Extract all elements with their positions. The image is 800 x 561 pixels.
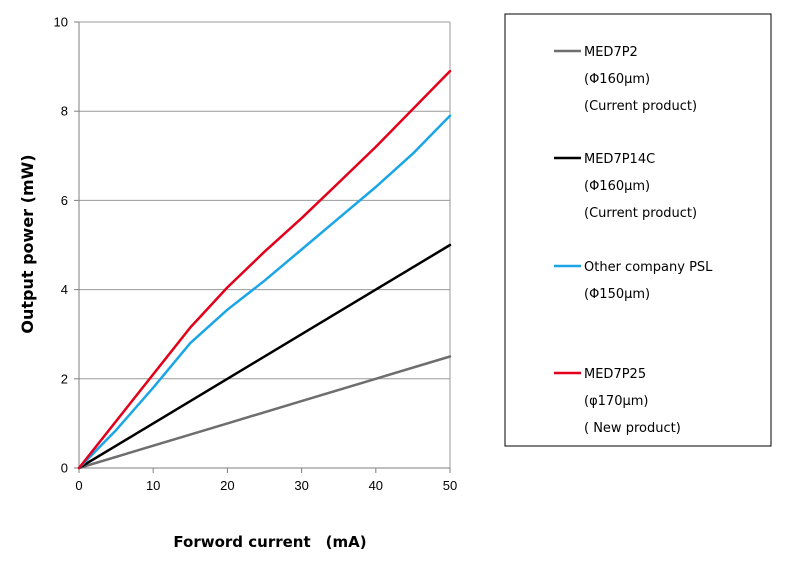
legend-label: (Φ150μm) <box>584 287 650 302</box>
y-tick-label: 10 <box>54 15 68 30</box>
series-line-med7p14c <box>77 243 452 470</box>
legend-label: MED7P2 <box>584 45 638 60</box>
gridlines <box>79 21 451 468</box>
y-tick-label: 0 <box>61 461 68 476</box>
y-tick-label: 8 <box>61 104 68 119</box>
y-axis-title: Output power (mW) <box>18 154 37 333</box>
legend-label: ( New product) <box>584 421 681 436</box>
legend-label: MED7P25 <box>584 367 646 382</box>
y-tick-label: 2 <box>61 371 68 386</box>
series-line-med7p25 <box>77 69 452 470</box>
y-tick-label: 4 <box>61 282 68 297</box>
x-axis: 0 10 20 30 40 50 <box>75 467 457 493</box>
legend-label: (Φ160μm) <box>584 179 650 194</box>
x-tick-label: 0 <box>75 478 82 493</box>
legend-box <box>504 13 772 447</box>
legend-label: MED7P14C <box>584 152 655 167</box>
legend-item-med7p25: MED7P25 (φ170μm) ( New product) <box>554 367 681 436</box>
legend: MED7P2 (Φ160μm) (Current product) MED7P14C (… <box>504 13 772 447</box>
legend-label: (Current product) <box>584 206 697 221</box>
plot-lines <box>77 69 452 470</box>
x-tick-label: 40 <box>369 478 383 493</box>
x-axis-title: Forword current (mA) <box>173 533 366 551</box>
legend-item-other-company-psl: Other company PSL (Φ150μm) <box>554 260 713 302</box>
legend-item-med7p2: MED7P2 (Φ160μm) (Current product) <box>554 45 697 114</box>
x-tick-label: 10 <box>146 478 160 493</box>
y-axis: 0 2 4 6 8 10 <box>54 15 80 476</box>
legend-label: (Φ160μm) <box>584 72 650 87</box>
series-line-med7p2 <box>77 355 452 470</box>
x-tick-label: 50 <box>443 478 457 493</box>
x-tick-label: 20 <box>220 478 234 493</box>
legend-item-med7p14c: MED7P14C (Φ160μm) (Current product) <box>554 152 697 221</box>
series-line-other-company-psl <box>77 114 452 470</box>
legend-label: (Current product) <box>584 99 697 114</box>
x-tick-label: 30 <box>294 478 308 493</box>
legend-label: Other company PSL <box>584 260 713 275</box>
legend-label: (φ170μm) <box>584 394 648 409</box>
y-tick-label: 6 <box>61 193 68 208</box>
